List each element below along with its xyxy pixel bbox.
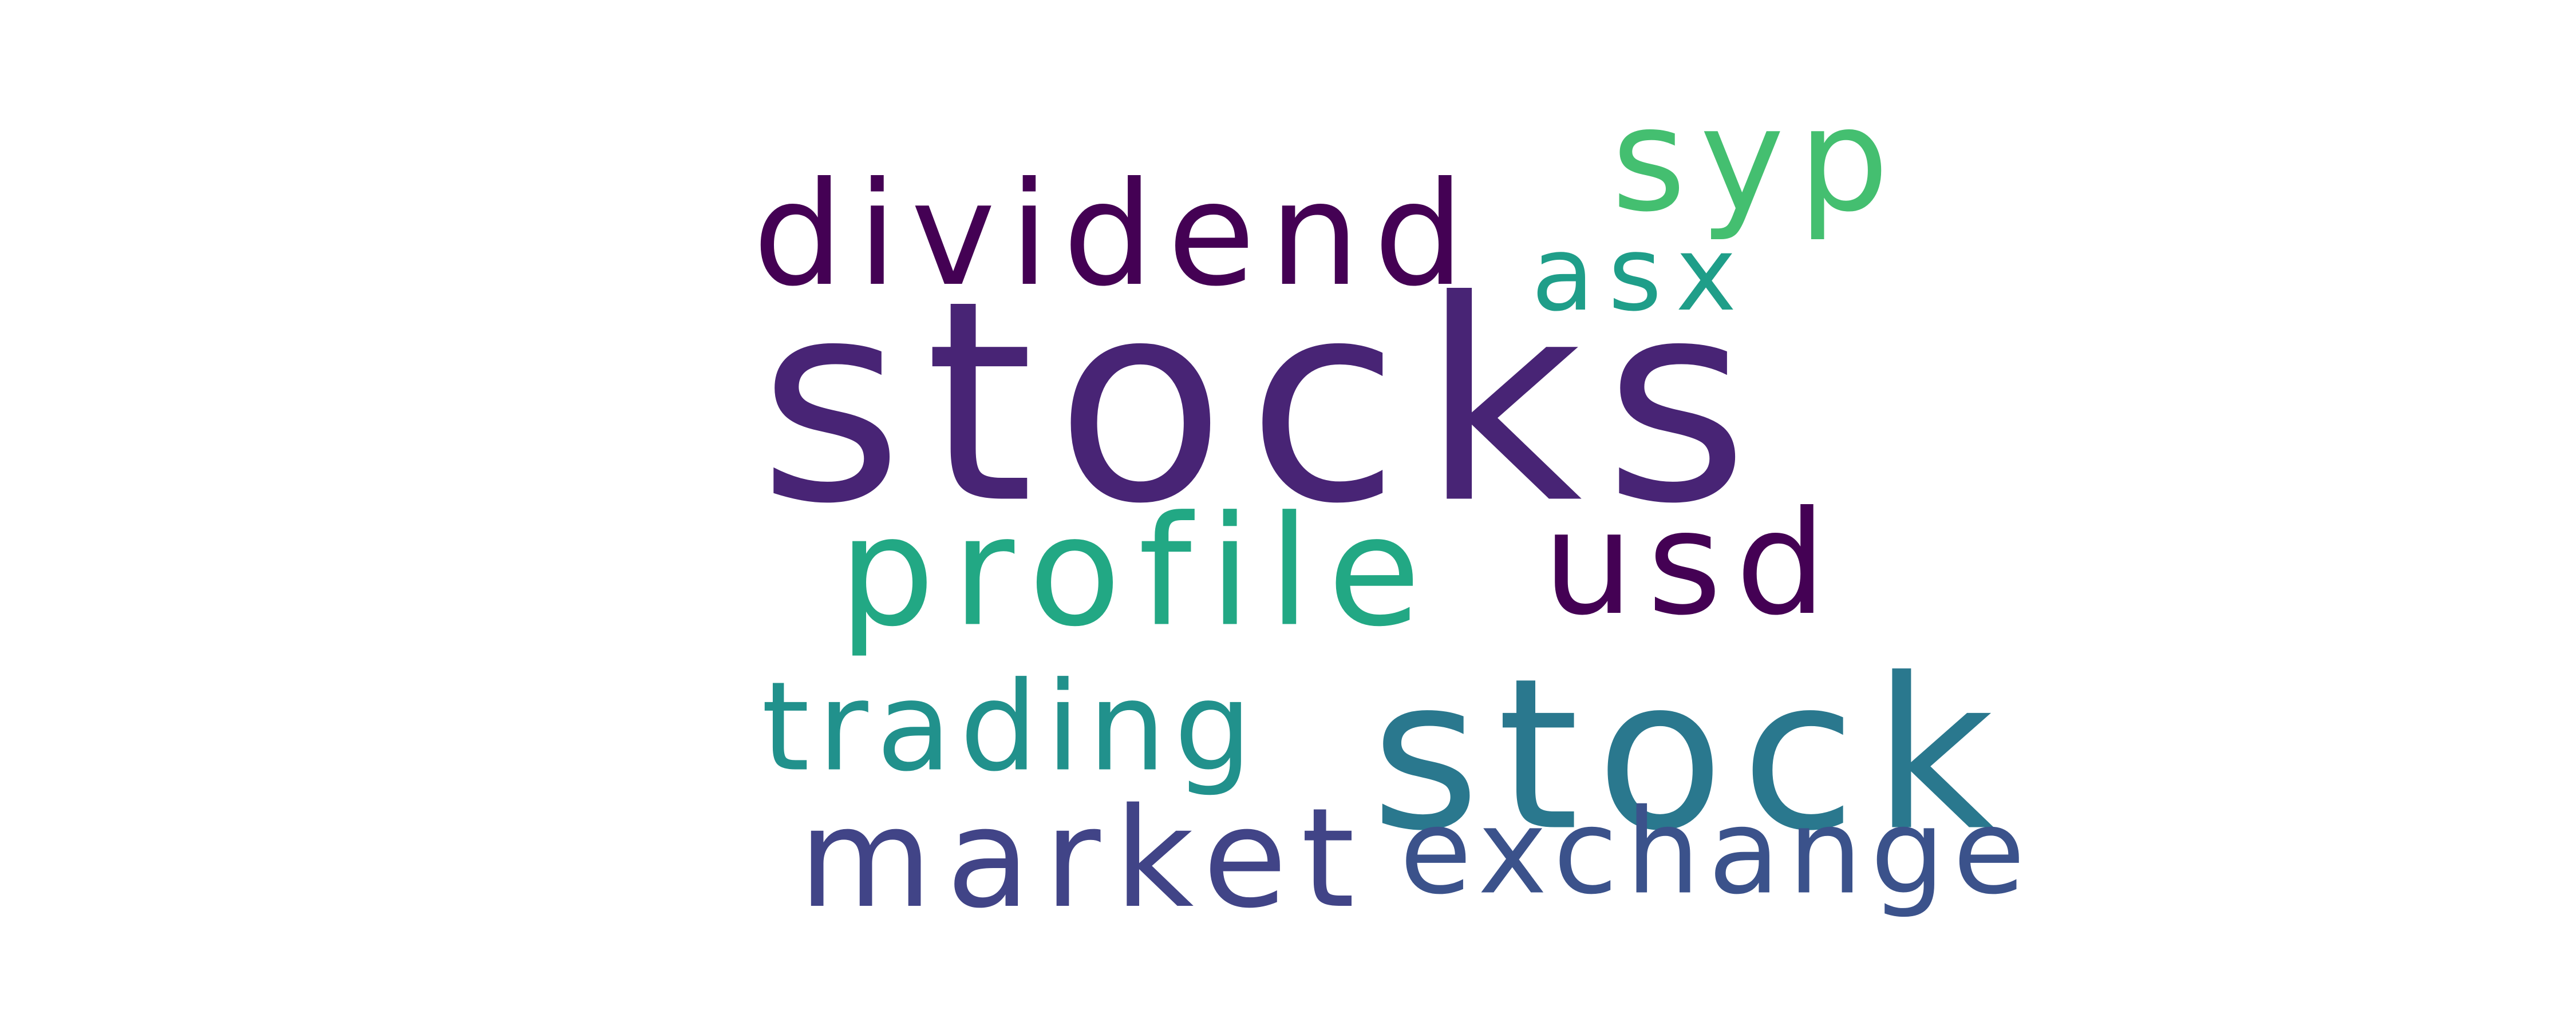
word-market: market bbox=[799, 778, 1369, 938]
word-syp: syp bbox=[1611, 77, 1903, 243]
word-asx: asx bbox=[1531, 215, 1751, 334]
word-dividend: dividend bbox=[753, 151, 1479, 318]
word-stock: stock bbox=[1371, 633, 2012, 877]
word-trading: trading bbox=[761, 655, 1261, 799]
word-exchange: exchange bbox=[1400, 784, 2033, 921]
word-profile: profile bbox=[839, 484, 1439, 660]
word-usd: usd bbox=[1543, 480, 1840, 647]
word-stocks: stocks bbox=[758, 241, 1771, 565]
